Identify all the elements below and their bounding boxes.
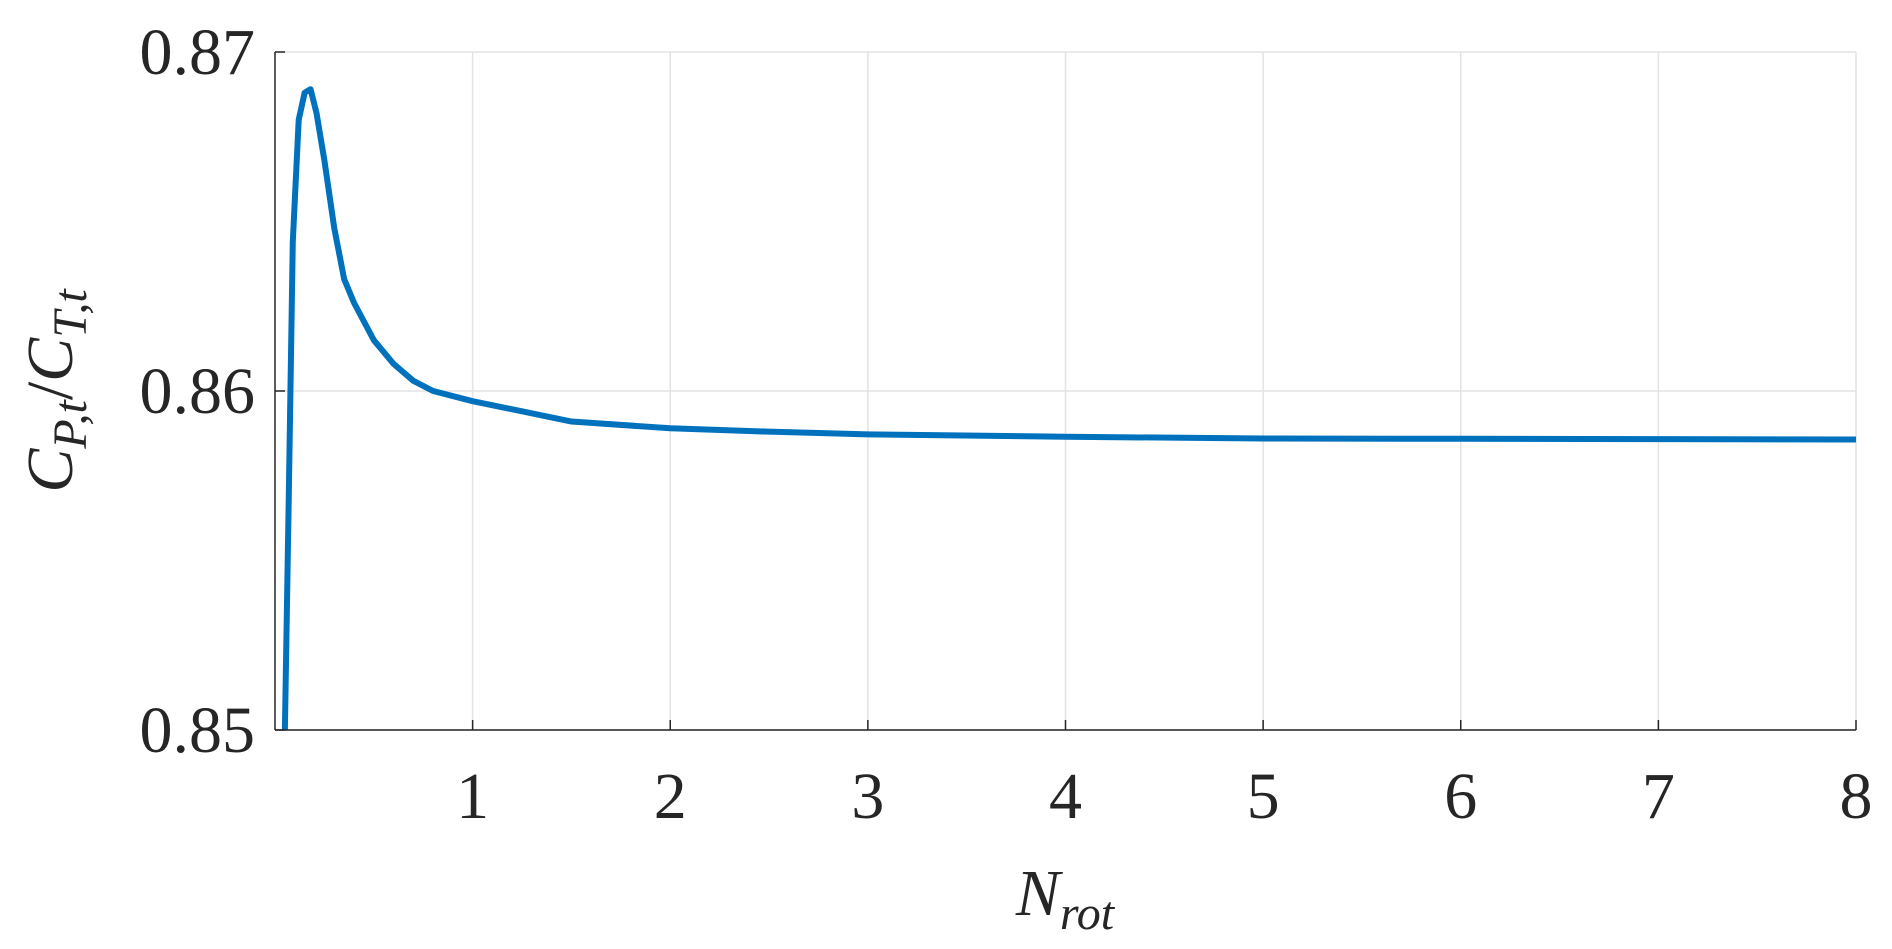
y-label-part: C	[14, 337, 87, 382]
axes: 1 2 3 4 5 6 7 8 0.85 0.86 0.87	[140, 16, 1873, 833]
x-label-base: N	[1015, 857, 1064, 930]
y-label-sub: P,t	[44, 399, 97, 450]
x-axis-label: Nrot	[1015, 857, 1116, 940]
y-tick-label: 0.85	[140, 694, 256, 767]
y-label-part: C	[14, 448, 87, 493]
x-tick-label: 2	[654, 760, 687, 833]
y-axis-label: CP,t/CT,t	[14, 288, 97, 493]
grid	[275, 51, 1857, 731]
y-label-sub: T,t	[44, 288, 97, 338]
y-label-part: /	[14, 381, 87, 400]
x-tick-label: 6	[1444, 760, 1477, 833]
x-tick-label: 5	[1247, 760, 1280, 833]
y-tick-label: 0.86	[140, 355, 256, 428]
x-tick-label: 8	[1840, 760, 1873, 833]
x-tick-label: 3	[851, 760, 884, 833]
x-label-sub: rot	[1060, 887, 1116, 940]
y-tick-label: 0.87	[140, 16, 256, 89]
plot-area	[281, 86, 1856, 730]
x-tick-label: 4	[1049, 760, 1082, 833]
x-tick-label: 7	[1642, 760, 1675, 833]
x-tick-label: 1	[456, 760, 489, 833]
data-line	[281, 86, 1856, 730]
